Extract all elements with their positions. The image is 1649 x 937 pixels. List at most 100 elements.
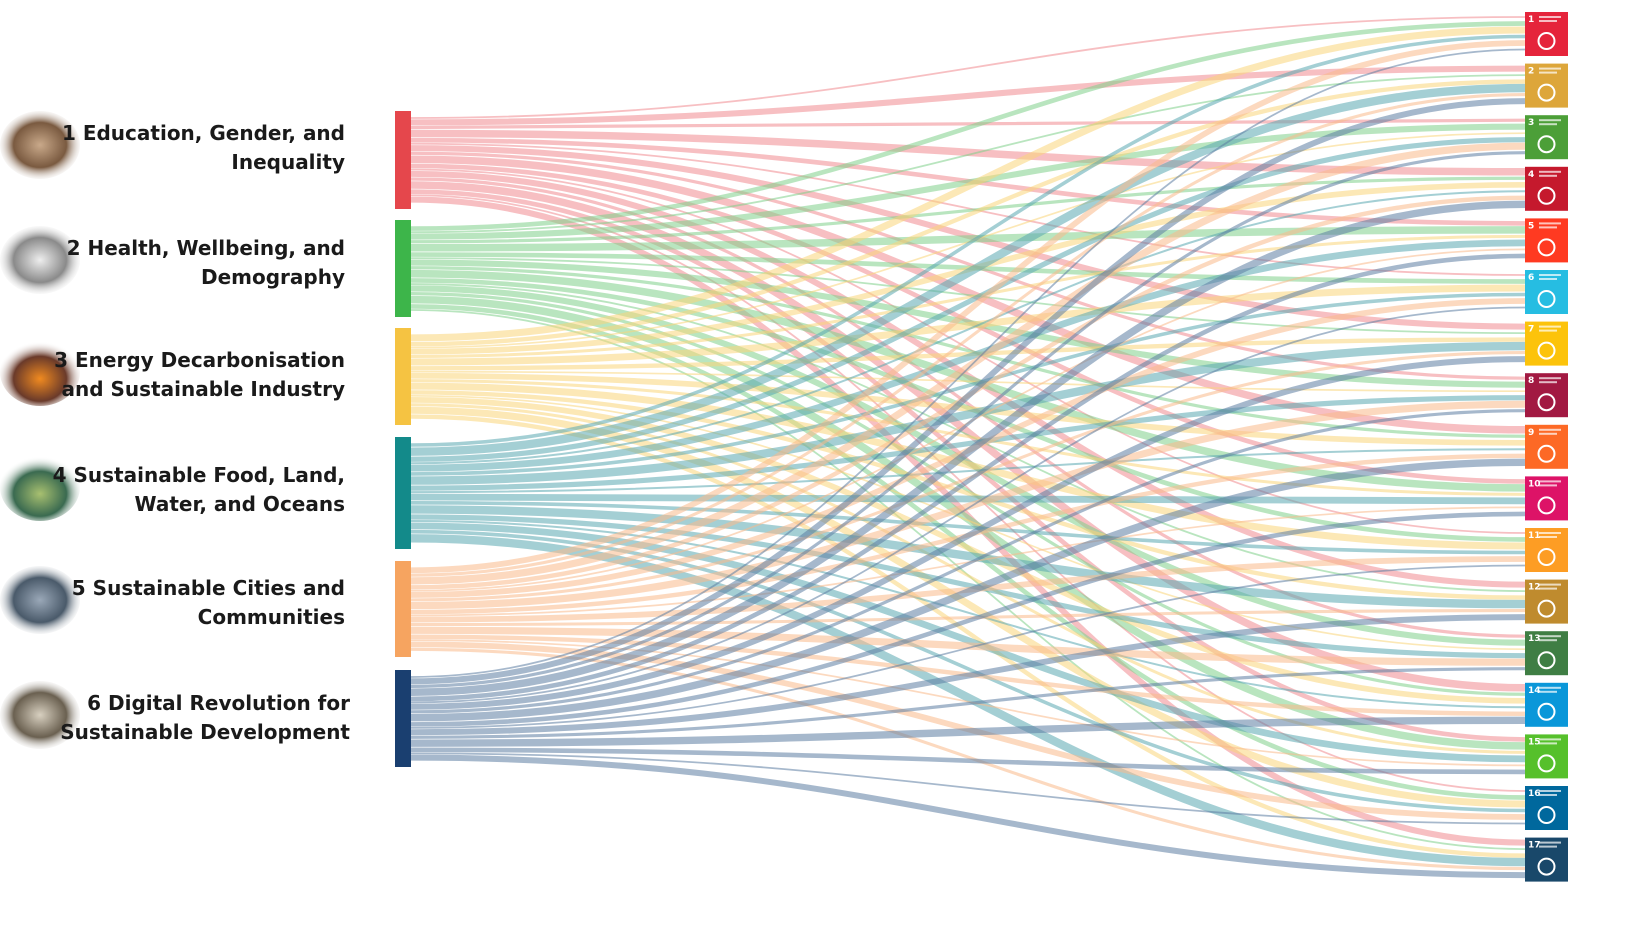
sdg-number: 16 [1528, 789, 1541, 799]
sdg-pictogram [1537, 135, 1556, 154]
node-bar [395, 111, 411, 209]
sdg-title-lines [1539, 639, 1557, 642]
theme-image [0, 338, 80, 406]
node-label: and Sustainable Industry [61, 377, 345, 401]
node-label: Water, and Oceans [134, 492, 345, 516]
sdg-pictogram [1537, 754, 1556, 773]
link [410, 500, 1526, 555]
link [410, 284, 1526, 366]
sdg-title-lines [1539, 845, 1557, 848]
link [410, 529, 1526, 813]
link [410, 397, 1526, 704]
sdg-title-lines [1539, 738, 1561, 741]
sdg-number: 1 [1528, 15, 1534, 25]
link [410, 356, 1526, 710]
link [410, 414, 1526, 858]
node-bar [395, 328, 411, 425]
sdg-title-lines [1539, 170, 1561, 173]
sdg-title-lines [1539, 742, 1557, 745]
sdg-pictogram [1537, 393, 1556, 412]
link [410, 390, 1526, 600]
sdg-pictogram [1537, 341, 1556, 360]
link [410, 26, 1526, 342]
sdg-pictogram [1537, 702, 1556, 721]
sdg-title-lines [1539, 583, 1561, 586]
link [410, 505, 1526, 609]
sdg-pictogram [1537, 496, 1556, 515]
link [410, 370, 1526, 393]
node-label: 6 Digital Revolution for [87, 691, 350, 715]
sdg-title-lines [1539, 587, 1557, 590]
sdg-title-lines [1539, 480, 1561, 483]
sdg-title-lines [1539, 381, 1557, 384]
link [410, 406, 1526, 808]
sdg-number: 10 [1528, 479, 1541, 489]
sdg-title-lines [1539, 686, 1561, 689]
link [410, 667, 1526, 739]
node-bar [395, 670, 411, 767]
node-bar [395, 220, 411, 317]
link [410, 98, 1526, 685]
link [410, 239, 1526, 472]
sdg-pictogram [1537, 651, 1556, 670]
sdg-pictogram [1537, 32, 1556, 50]
sdg-title-lines [1539, 119, 1561, 122]
sdg-pictogram [1537, 238, 1556, 257]
link [410, 395, 1526, 491]
link [410, 511, 1526, 727]
sdg-number: 7 [1528, 325, 1534, 335]
sdg-title-lines [1539, 841, 1561, 844]
node-label: Sustainable Development [60, 720, 350, 744]
link [410, 151, 1526, 688]
sdg-title-lines [1539, 174, 1557, 177]
sdg-title-lines [1539, 278, 1557, 280]
sdg-title-lines [1539, 71, 1557, 74]
link [410, 752, 1526, 825]
link [410, 520, 1526, 709]
sdg-number: 12 [1528, 583, 1541, 593]
sdg-title-lines [1539, 428, 1561, 431]
theme-image [0, 681, 80, 749]
node-label: Inequality [231, 150, 345, 174]
node-label: 2 Health, Wellbeing, and [67, 236, 345, 260]
sdg-number: 9 [1528, 428, 1534, 438]
sdg-title-lines [1539, 794, 1557, 796]
link [410, 564, 1526, 729]
sdg-pictogram [1537, 599, 1556, 618]
link [410, 341, 1526, 485]
node-bar [395, 561, 411, 657]
link [410, 754, 1526, 879]
link [410, 79, 1526, 347]
sdg-title-lines [1539, 16, 1561, 18]
sdg-number: 2 [1528, 67, 1534, 77]
node-bar [395, 437, 411, 549]
link [410, 93, 1526, 577]
link [410, 176, 1526, 244]
sdg-title-lines [1539, 484, 1557, 487]
sdg-pictogram [1537, 806, 1556, 824]
sdg-title-lines [1539, 325, 1561, 328]
link [410, 234, 1526, 358]
sdg-title-lines [1539, 222, 1561, 225]
link [410, 16, 1526, 119]
sdg-title-lines [1539, 123, 1557, 126]
link [410, 614, 1526, 736]
sdg-number: 6 [1528, 273, 1534, 283]
node-label: 3 Energy Decarbonisation [54, 348, 345, 372]
link [410, 83, 1526, 456]
sdg-pictogram [1537, 290, 1556, 308]
sdg-title-lines [1539, 635, 1561, 638]
link [410, 382, 1526, 550]
sdg-number: 15 [1528, 737, 1541, 747]
transformations: 1 Education, Gender, and Inequality 2 Heal… [0, 111, 411, 767]
sdg-title-lines [1539, 532, 1561, 534]
sdg-number: 11 [1528, 531, 1541, 541]
link [410, 409, 1526, 714]
theme-image [0, 566, 80, 634]
node-label: Communities [198, 605, 345, 629]
node-label: Demography [201, 265, 345, 289]
sdg-title-lines [1539, 67, 1561, 70]
link [410, 137, 1526, 462]
node-label: 4 Sustainable Food, Land, [53, 463, 345, 487]
